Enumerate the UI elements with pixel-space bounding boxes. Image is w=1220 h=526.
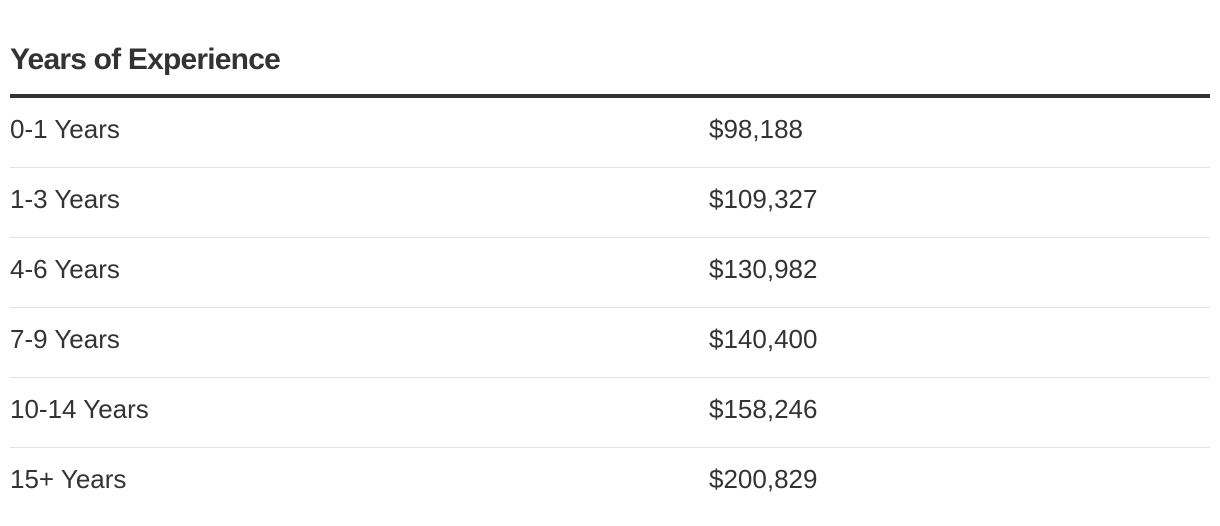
salary-value: $109,327 <box>709 184 818 214</box>
salary-value: $200,829 <box>709 464 818 494</box>
salary-value: $158,246 <box>709 394 818 424</box>
experience-label: 10-14 Years <box>10 394 149 424</box>
experience-label: 0-1 Years <box>10 114 120 144</box>
table-row: 4-6 Years $130,982 <box>10 238 1210 308</box>
section-title: Years of Experience <box>10 43 281 76</box>
salary-value: $130,982 <box>709 254 818 284</box>
table-row: 10-14 Years $158,246 <box>10 378 1210 448</box>
experience-label: 4-6 Years <box>10 254 120 284</box>
table-row: 7-9 Years $140,400 <box>10 308 1210 378</box>
experience-label: 15+ Years <box>10 464 127 494</box>
header-rule <box>10 94 1210 98</box>
experience-label: 7-9 Years <box>10 324 120 354</box>
table-row: 1-3 Years $109,327 <box>10 168 1210 238</box>
experience-label: 1-3 Years <box>10 184 120 214</box>
table-row: 0-1 Years $98,188 <box>10 98 1210 168</box>
salary-table: 0-1 Years $98,188 1-3 Years $109,327 4-6 Yea… <box>10 98 1210 517</box>
salary-value: $98,188 <box>709 114 803 144</box>
salary-value: $140,400 <box>709 324 818 354</box>
table-row: 15+ Years $200,829 <box>10 448 1210 517</box>
